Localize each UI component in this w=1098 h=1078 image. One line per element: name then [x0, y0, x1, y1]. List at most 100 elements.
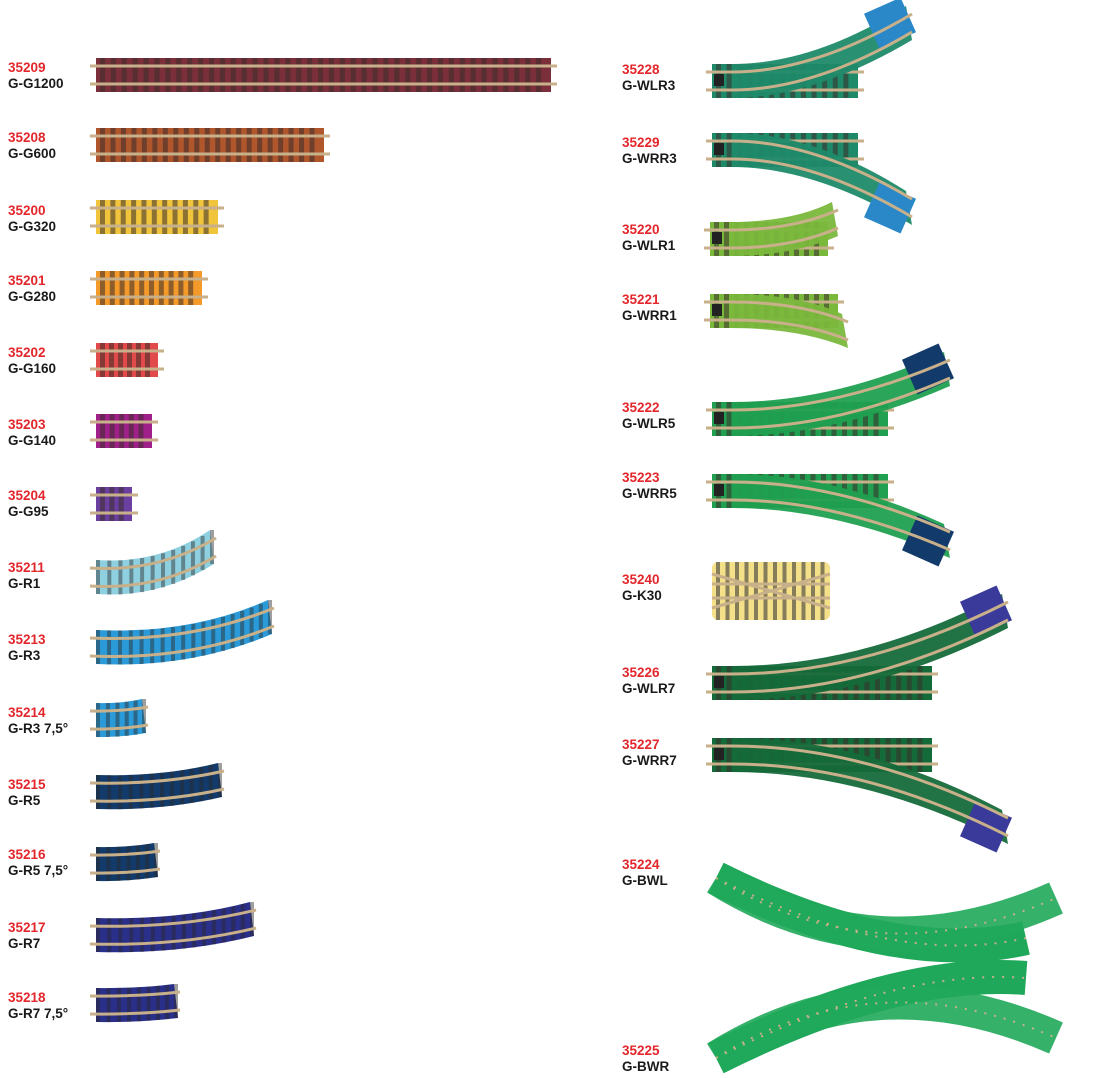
track-label-35201: 35201 G-G280: [8, 273, 56, 305]
track-code: 35220: [622, 222, 660, 237]
track-code: 35218: [8, 990, 46, 1005]
track-label-35223: 35223 G-WRR5: [622, 470, 677, 502]
track-code: 35226: [622, 665, 660, 680]
track-35217: [89, 902, 257, 953]
track-label-35209: 35209 G-G1200: [8, 60, 64, 92]
track-label-35229: 35229 G-WRR3: [622, 135, 677, 167]
track-label-35213: 35213 G-R3: [8, 632, 46, 664]
track-35223: [706, 474, 954, 567]
track-label-35225: 35225 G-BWR: [622, 1043, 669, 1075]
track-name: G-R7: [8, 936, 41, 951]
track-code: 35221: [622, 292, 660, 307]
track-code: 35217: [8, 920, 46, 935]
track-35227: [706, 738, 1012, 853]
track-35221: [704, 294, 849, 348]
track-label-35204: 35204 G-G95: [8, 488, 49, 520]
track-code: 35202: [8, 345, 46, 360]
track-35229: [706, 133, 916, 234]
track-35203: [90, 414, 158, 448]
track-name: G-G1200: [8, 76, 64, 91]
track-name: G-WRR3: [622, 151, 677, 166]
track-code: 35215: [8, 777, 46, 792]
track-35201: [90, 271, 208, 305]
track-35200: [90, 200, 224, 234]
track-name: G-R5: [8, 793, 41, 808]
track-code: 35227: [622, 737, 660, 752]
track-code: 35214: [8, 705, 46, 720]
track-label-35224: 35224 G-BWL: [622, 857, 668, 889]
track-name: G-G160: [8, 361, 57, 376]
track-35220: [704, 202, 839, 256]
track-35225: [706, 960, 1063, 1074]
track-code: 35216: [8, 847, 46, 862]
track-name: G-K30: [622, 588, 662, 603]
track-name: G-WLR5: [622, 416, 676, 431]
track-name: G-R7 7,5°: [8, 1006, 69, 1021]
track-code: 35204: [8, 488, 46, 503]
track-name: G-WRR5: [622, 486, 677, 501]
track-35224: [706, 862, 1063, 963]
track-label-35200: 35200 G-G320: [8, 203, 56, 235]
track-name: G-R3: [8, 648, 41, 663]
track-code: 35224: [622, 857, 660, 872]
track-name: G-WRR7: [622, 753, 677, 768]
track-label-35215: 35215 G-R5: [8, 777, 46, 809]
track-35240: [711, 562, 831, 620]
track-name: G-R5 7,5°: [8, 863, 69, 878]
track-name: G-R3 7,5°: [8, 721, 69, 736]
track-35216: [89, 843, 161, 882]
track-35228: [706, 0, 916, 98]
track-code: 35200: [8, 203, 46, 218]
track-code: 35240: [622, 572, 660, 587]
track-name: G-G280: [8, 289, 57, 304]
track-label-35203: 35203 G-G140: [8, 417, 56, 449]
track-label-35228: 35228 G-WLR3: [622, 62, 675, 94]
track-label-35211: 35211 G-R1: [8, 560, 45, 592]
track-35213: [89, 600, 275, 665]
track-35226: [706, 585, 1012, 700]
track-name: G-WRR1: [622, 308, 677, 323]
track-label-35218: 35218 G-R7 7,5°: [8, 990, 68, 1022]
track-35222: [706, 343, 954, 436]
track-code: 35209: [8, 60, 46, 75]
track-35208: [90, 128, 330, 162]
track-35204: [90, 487, 138, 521]
track-label-35222: 35222 G-WLR5: [622, 400, 675, 432]
track-label-35214: 35214 G-R3 7,5°: [8, 705, 68, 737]
track-label-35208: 35208 G-G600: [8, 130, 56, 162]
track-name: G-BWL: [622, 873, 668, 888]
track-code: 35223: [622, 470, 660, 485]
track-35215: [89, 763, 225, 810]
track-35214: [89, 699, 149, 738]
track-code: 35201: [8, 273, 46, 288]
track-35202: [90, 343, 164, 377]
track-code: 35213: [8, 632, 46, 647]
track-code: 35225: [622, 1043, 660, 1058]
track-name: G-G95: [8, 504, 49, 519]
track-label-35240: 35240 G-K30: [622, 572, 662, 604]
track-name: G-WLR3: [622, 78, 676, 93]
track-label-35216: 35216 G-R5 7,5°: [8, 847, 68, 879]
track-code: 35208: [8, 130, 46, 145]
track-label-35217: 35217 G-R7: [8, 920, 46, 952]
track-35209: [90, 58, 557, 92]
track-name: G-G140: [8, 433, 57, 448]
track-name: G-WLR7: [622, 681, 676, 696]
track-code: 35229: [622, 135, 660, 150]
track-name: G-WLR1: [622, 238, 676, 253]
track-35211: [89, 530, 217, 595]
track-code: 35222: [622, 400, 660, 415]
track-name: G-G320: [8, 219, 57, 234]
track-name: G-R1: [8, 576, 41, 591]
track-label-35202: 35202 G-G160: [8, 345, 56, 377]
track-name: G-G600: [8, 146, 57, 161]
track-code: 35228: [622, 62, 660, 77]
track-label-35226: 35226 G-WLR7: [622, 665, 675, 697]
track-name: G-BWR: [622, 1059, 670, 1074]
track-label-35220: 35220 G-WLR1: [622, 222, 675, 254]
track-label-35227: 35227 G-WRR7: [622, 737, 677, 769]
track-code: 35211: [8, 560, 45, 575]
track-code: 35203: [8, 417, 46, 432]
track-35218: [89, 984, 181, 1023]
